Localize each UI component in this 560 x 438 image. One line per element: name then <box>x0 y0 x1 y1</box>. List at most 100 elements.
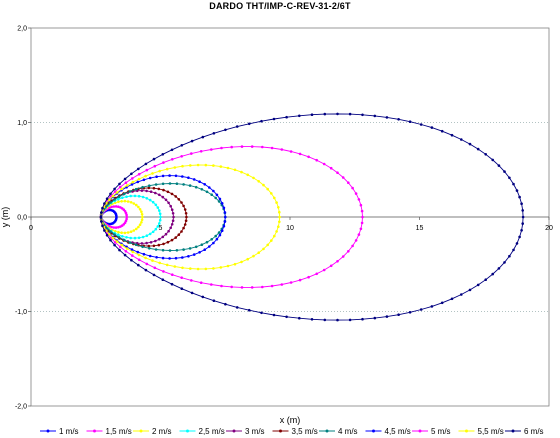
series-point <box>246 257 249 261</box>
series-point <box>132 229 136 232</box>
legend-label: 6 m/s <box>524 427 544 436</box>
series-point <box>145 168 149 172</box>
series-point <box>219 165 223 168</box>
series-point <box>180 155 183 158</box>
legend-label: 5 m/s <box>431 427 451 436</box>
series-point <box>385 116 389 119</box>
legend-item-0: 1 m/s <box>40 427 79 436</box>
series-point <box>130 183 134 186</box>
series-point <box>109 194 113 198</box>
series-point <box>140 210 143 213</box>
series-point <box>192 178 196 181</box>
series-point <box>323 112 327 116</box>
series-point <box>278 215 281 219</box>
series-point <box>336 260 339 263</box>
series-point <box>521 222 524 225</box>
series-point <box>170 282 174 286</box>
series-point <box>450 297 454 301</box>
series-point <box>166 190 170 194</box>
series-point <box>280 283 284 286</box>
series-point <box>167 229 170 233</box>
series-point <box>240 260 243 264</box>
series-point <box>192 253 196 256</box>
series-point <box>348 112 352 116</box>
series-point <box>112 226 116 229</box>
series-point <box>151 200 155 204</box>
series-point <box>140 218 144 221</box>
series-point <box>142 252 146 256</box>
series-point <box>169 226 172 230</box>
series-point <box>115 191 119 194</box>
series-point <box>158 212 162 216</box>
series-point <box>322 162 326 166</box>
series-point <box>120 243 124 247</box>
series-point <box>129 236 132 240</box>
series-point <box>182 226 185 230</box>
series-point <box>201 295 205 299</box>
series-point <box>285 315 288 319</box>
series-point <box>153 266 157 270</box>
series-point <box>117 205 120 208</box>
legend-item-10: 6 m/s <box>505 427 544 436</box>
series-point <box>252 176 255 180</box>
series-point <box>151 172 154 175</box>
series-point <box>165 167 169 171</box>
series-point <box>476 283 480 287</box>
x-tick-label: 0 <box>29 225 33 232</box>
series-point <box>250 286 254 289</box>
series-point <box>484 278 488 282</box>
series-point <box>220 202 224 205</box>
series-point <box>157 243 161 247</box>
series-7 <box>99 174 227 260</box>
series-point <box>260 119 263 123</box>
series-point <box>200 243 204 246</box>
series-point <box>158 209 161 212</box>
series-point <box>120 200 123 203</box>
series-point <box>175 249 179 252</box>
legend-marker <box>511 429 515 433</box>
series-point <box>278 210 281 214</box>
series-point <box>518 235 521 239</box>
series-point <box>220 229 224 232</box>
series-point <box>270 146 274 150</box>
series-point <box>512 182 515 186</box>
series-point <box>219 266 223 269</box>
series-point <box>212 189 215 193</box>
series-point <box>218 233 222 237</box>
series-point <box>181 164 184 168</box>
series-point <box>124 181 128 184</box>
series-point <box>118 182 121 186</box>
series-point <box>133 236 137 240</box>
legend-label: 4,5 m/s <box>385 427 411 436</box>
series-point <box>126 200 130 203</box>
series-point <box>220 146 223 150</box>
series-point <box>515 242 519 245</box>
series-point <box>174 256 178 260</box>
series-point <box>341 255 345 258</box>
series-point <box>101 224 104 228</box>
series-point <box>270 239 273 242</box>
legend-item-6: 4 m/s <box>319 427 358 436</box>
series-point <box>208 245 211 248</box>
series-point <box>298 114 301 118</box>
series-point <box>138 223 142 226</box>
series-point <box>155 175 158 178</box>
series-point <box>476 147 480 151</box>
series-point <box>137 205 140 209</box>
legend-label: 4 m/s <box>338 427 358 436</box>
series-point <box>168 249 172 252</box>
series-point <box>222 224 226 228</box>
series-point <box>359 227 363 231</box>
series-point <box>518 195 521 199</box>
series-point <box>210 148 213 151</box>
series-point <box>515 189 519 192</box>
series-point <box>145 189 148 193</box>
series-point <box>373 316 377 320</box>
series-point <box>177 198 181 201</box>
series-point <box>144 162 148 166</box>
series-point <box>141 215 144 219</box>
series-point <box>123 238 126 242</box>
series-point <box>512 248 515 252</box>
series-point <box>167 201 170 205</box>
series-point <box>460 293 463 296</box>
